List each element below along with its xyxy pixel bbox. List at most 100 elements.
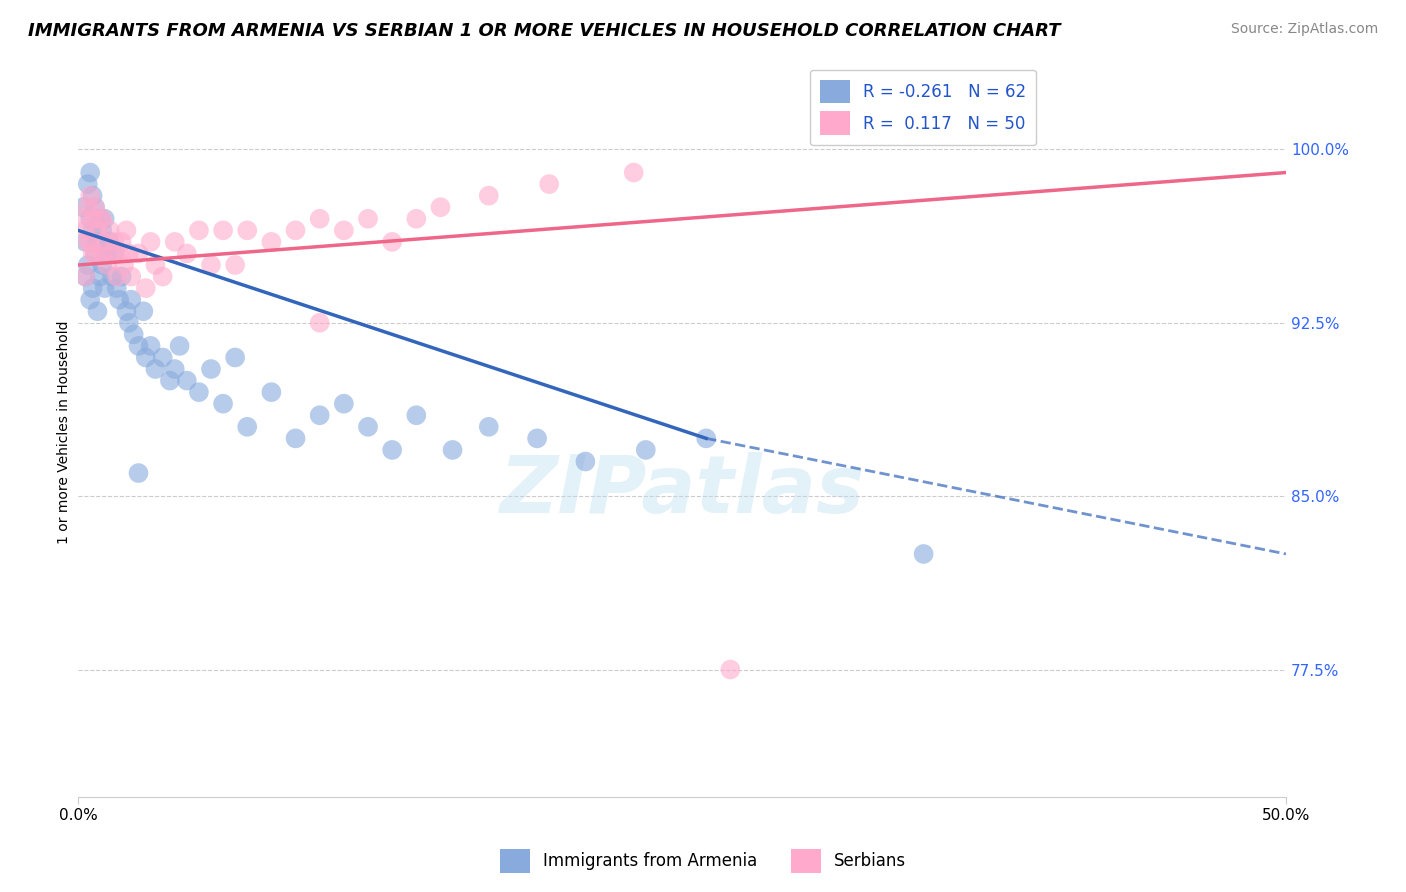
Point [103,235,125,249]
Point [91,246,114,260]
Point [163,235,186,249]
Legend: Immigrants from Armenia, Serbians: Immigrants from Armenia, Serbians [494,842,912,880]
Point [357,211,380,226]
Point [96,258,118,272]
Point [169,339,191,353]
Point [236,419,259,434]
Text: IMMIGRANTS FROM ARMENIA VS SERBIAN 1 OR MORE VEHICLES IN HOUSEHOLD CORRELATION C: IMMIGRANTS FROM ARMENIA VS SERBIAN 1 OR … [28,22,1060,40]
Point [91,258,114,272]
Point [145,362,167,376]
Text: Source: ZipAtlas.com: Source: ZipAtlas.com [1230,22,1378,37]
Point [112,258,135,272]
Point [333,397,356,411]
Point [212,397,235,411]
Point [93,281,115,295]
Point [120,269,142,284]
Point [159,374,181,388]
Point [86,235,108,249]
Point [82,223,104,237]
Point [236,223,259,237]
Point [634,442,657,457]
Point [429,200,451,214]
Point [333,223,356,237]
Point [110,235,132,249]
Point [72,211,94,226]
Point [76,200,98,214]
Point [381,235,404,249]
Text: ZIPatlas: ZIPatlas [499,452,865,530]
Point [405,211,427,226]
Point [152,351,174,365]
Point [135,351,157,365]
Point [101,246,124,260]
Point [84,246,107,260]
Point [108,246,131,260]
Point [86,304,108,318]
Point [538,177,561,191]
Point [115,223,138,237]
Point [200,258,222,272]
Point [139,235,162,249]
Point [79,188,101,202]
Point [89,269,111,284]
Point [82,188,104,202]
Point [128,339,150,353]
Point [82,281,104,295]
Point [224,258,246,272]
Point [76,258,98,272]
Point [912,547,935,561]
Point [152,269,174,284]
Point [718,663,741,677]
Point [405,409,427,423]
Point [75,235,97,249]
Point [84,246,107,260]
Point [115,304,138,318]
Point [75,269,97,284]
Point [260,235,283,249]
Point [132,304,155,318]
Point [93,211,115,226]
Point [101,269,124,284]
Point [308,316,330,330]
Point [75,223,97,237]
Point [89,211,111,226]
Point [176,374,198,388]
Point [176,246,198,260]
Point [110,269,132,284]
Point [76,177,98,191]
Point [478,188,501,202]
Point [284,431,307,445]
Point [86,223,108,237]
Point [91,223,114,237]
Point [135,281,157,295]
Point [79,235,101,249]
Point [260,385,283,400]
Point [122,327,145,342]
Point [89,211,111,226]
Point [98,235,121,249]
Point [200,362,222,376]
Point [75,269,97,284]
Point [308,409,330,423]
Y-axis label: 1 or more Vehicles in Household: 1 or more Vehicles in Household [58,321,72,544]
Point [79,211,101,226]
Point [357,419,380,434]
Legend: R = -0.261   N = 62, R =  0.117   N = 50: R = -0.261 N = 62, R = 0.117 N = 50 [810,70,1036,145]
Point [212,223,235,237]
Point [120,293,142,307]
Point [103,246,125,260]
Point [91,211,114,226]
Point [79,293,101,307]
Point [118,316,141,330]
Point [93,235,115,249]
Point [526,431,548,445]
Point [84,200,107,214]
Point [308,211,330,226]
Point [574,454,596,468]
Point [623,165,645,179]
Point [224,351,246,365]
Point [284,223,307,237]
Point [105,281,128,295]
Point [163,362,186,376]
Point [478,419,501,434]
